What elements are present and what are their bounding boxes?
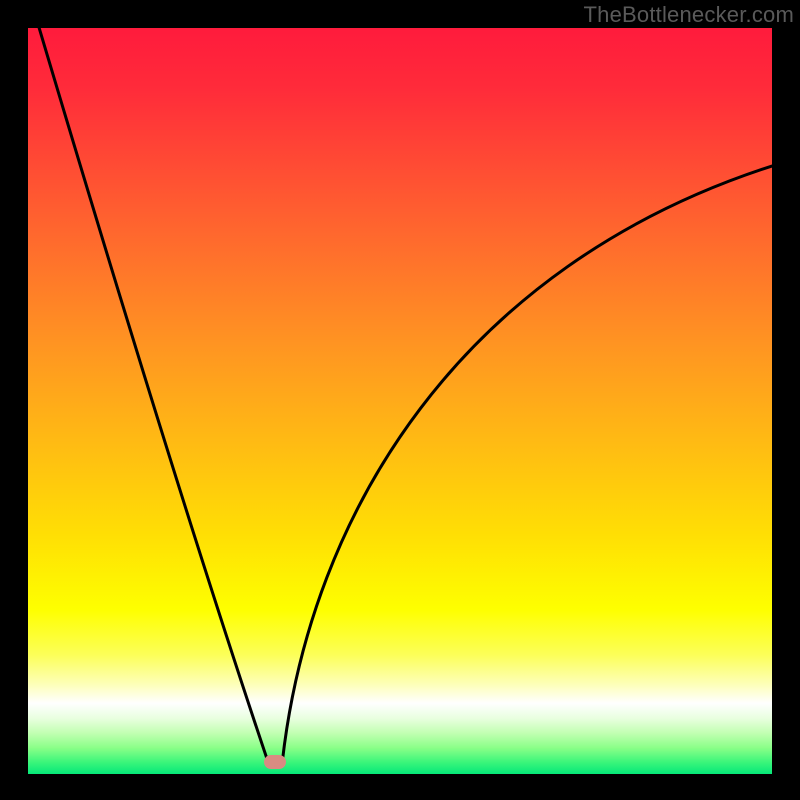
watermark-text: TheBottlenecker.com — [584, 2, 794, 28]
vertex-marker — [264, 755, 286, 769]
chart-container: TheBottlenecker.com — [0, 0, 800, 800]
bottleneck-curve — [28, 28, 772, 774]
plot-area — [28, 28, 772, 774]
curve-path — [39, 28, 772, 763]
